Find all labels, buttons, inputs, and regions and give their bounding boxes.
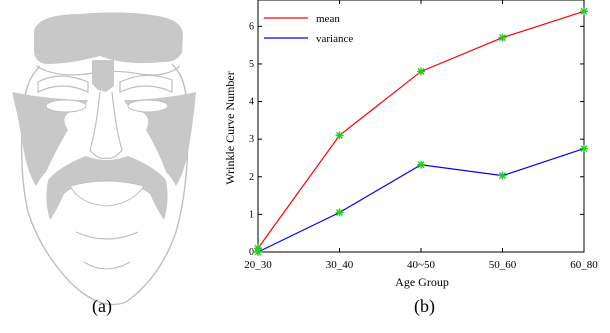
caption-a: (a) (92, 296, 112, 316)
right-cheek-region (124, 92, 196, 186)
data-point-marker (498, 33, 507, 42)
x-tick-label: 50_60 (489, 259, 517, 271)
forehead-region (34, 12, 183, 64)
x-tick-label: 60_80 (570, 259, 598, 271)
data-point-marker (498, 171, 507, 180)
left-brow-line (37, 75, 89, 93)
data-point-marker (254, 248, 262, 256)
mouth (69, 180, 145, 207)
x-tick-label: 30_40 (326, 259, 354, 271)
data-point-marker (335, 208, 344, 217)
left-cheek-region (12, 92, 88, 186)
data-point-marker (580, 144, 588, 153)
right-brow-line (119, 74, 173, 93)
data-point-marker (580, 7, 588, 16)
y-tick-label: 6 (249, 21, 254, 32)
wrinkle-line-chart: 0 1 2 3 4 5 6 20_30 30_40 40~50 50_60 60_80 mean var… (223, 0, 598, 289)
right-eye (127, 99, 169, 113)
data-point-marker (417, 67, 425, 76)
nose-outline (89, 91, 123, 159)
nose-bridge-region (92, 60, 114, 92)
data-point-marker (417, 160, 425, 169)
data-point-marker (335, 131, 344, 140)
y-tick-label: 2 (249, 172, 254, 183)
x-axis-label: Age Group (395, 275, 449, 289)
face-inner-outline (35, 65, 181, 76)
legend-label-variance: variance (316, 33, 353, 45)
chin-lower-line (83, 261, 131, 270)
y-tick-label: 4 (249, 97, 254, 108)
series-lines (254, 7, 588, 256)
y-tick-label: 0 (249, 247, 254, 258)
legend-label-mean: mean (316, 13, 340, 25)
y-axis-label: Wrinkle Curve Number (223, 71, 237, 184)
face-wrinkle-diagram: (a) (0, 0, 220, 328)
mustache-region (46, 156, 168, 220)
legend: mean variance (264, 13, 353, 45)
face-mask-illustration (12, 12, 196, 306)
chin-line (75, 231, 139, 240)
y-tick-label: 3 (249, 134, 254, 145)
left-eye (45, 99, 87, 113)
x-tick-label: 40~50 (407, 259, 435, 271)
y-tick-label: 5 (249, 59, 254, 70)
caption-b: (b) (414, 296, 435, 316)
series-line-mean (257, 10, 585, 249)
chart-panel: 0 1 2 3 4 5 6 20_30 30_40 40~50 50_60 60_80 mean var… (220, 0, 610, 328)
axes: 0 1 2 3 4 5 6 20_30 30_40 40~50 50_60 60_80 (244, 0, 598, 271)
x-tick-label: 20_30 (244, 259, 272, 271)
y-tick-label: 1 (249, 209, 254, 220)
